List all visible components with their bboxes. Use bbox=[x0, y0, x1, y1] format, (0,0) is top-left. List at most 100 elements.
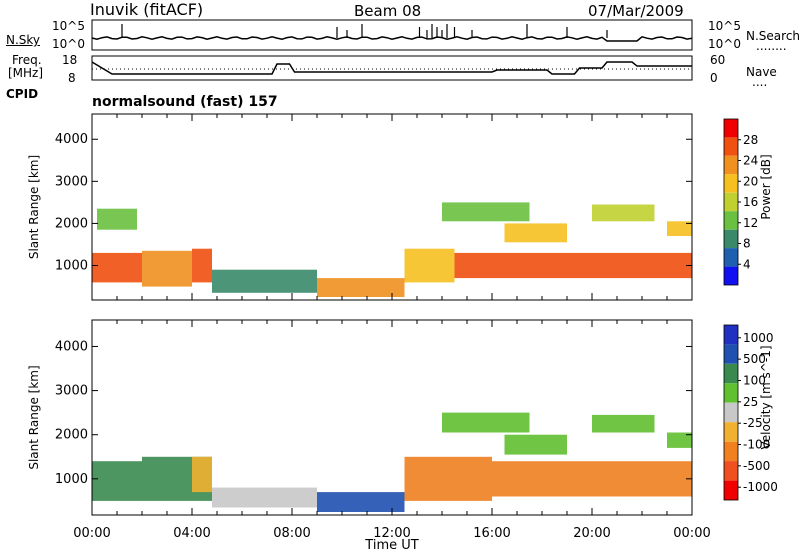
xtick-label: 08:00 bbox=[273, 526, 310, 541]
power-ytick-label: 4000 bbox=[55, 132, 88, 147]
x-axis-label: Time UT bbox=[364, 538, 418, 553]
velocity-ytick-label: 4000 bbox=[55, 339, 88, 354]
power-band bbox=[604, 252, 692, 279]
velocity-colorbar-segment bbox=[724, 363, 738, 384]
cpid-label: CPID bbox=[6, 87, 39, 101]
freq-tick-top-left: 18 bbox=[62, 53, 78, 67]
nave-tick-top-right: 60 bbox=[710, 53, 726, 67]
velocity-heatmap bbox=[92, 412, 692, 512]
power-band bbox=[504, 223, 567, 243]
power-colorbar-segment bbox=[724, 137, 738, 156]
power-band bbox=[317, 278, 405, 297]
velocity-colorbar-tick-label: 100 bbox=[743, 373, 766, 387]
xtick-label: 12:00 bbox=[373, 526, 410, 541]
velocity-colorbar-segment bbox=[724, 422, 738, 442]
power-ytick-label: 2000 bbox=[55, 216, 88, 231]
velocity-colorbar-segment bbox=[724, 480, 738, 500]
noise-tick-bottom-right: 10^0 bbox=[708, 37, 741, 51]
velocity-colorbar-tick-label: -25 bbox=[743, 416, 763, 430]
nave-label: Nave bbox=[746, 65, 777, 79]
power-colorbar-tick-label: 20 bbox=[743, 174, 758, 188]
noise-left-label: N.Sky bbox=[6, 33, 41, 47]
velocity-colorbar-segment bbox=[724, 383, 738, 403]
velocity-band bbox=[404, 456, 492, 501]
beam-label: Beam 08 bbox=[354, 2, 422, 20]
power-colorbar-segment bbox=[724, 155, 738, 175]
power-heatmap bbox=[92, 202, 692, 297]
velocity-band bbox=[667, 432, 692, 448]
power-band bbox=[404, 248, 455, 283]
power-colorbar-label: Power [dB] bbox=[759, 154, 773, 219]
velocity-band bbox=[442, 412, 530, 433]
power-colorbar-segment bbox=[724, 119, 738, 138]
nave-legend: .... bbox=[752, 75, 768, 89]
velocity-ytick-label: 3000 bbox=[55, 384, 88, 399]
date-label: 07/Mar/2009 bbox=[588, 2, 684, 20]
velocity-ytick-label: 1000 bbox=[55, 472, 88, 487]
power-colorbar-tick-label: 8 bbox=[743, 237, 751, 251]
power-colorbar-tick-label: 4 bbox=[743, 257, 751, 271]
velocity-colorbar-label: Velocity [m s^-1] bbox=[759, 345, 773, 449]
xtick-label: 16:00 bbox=[473, 526, 510, 541]
velocity-colorbar-tick-label: -100 bbox=[743, 438, 770, 452]
noise-sky-line bbox=[91, 35, 693, 42]
noise-right-legend: ........ bbox=[756, 39, 787, 53]
velocity-band bbox=[192, 456, 212, 493]
velocity-colorbar-tick-label: -500 bbox=[743, 459, 770, 473]
velocity-ylabel: Slant Range [km] bbox=[27, 365, 41, 469]
freq-tick-bottom-left: 8 bbox=[68, 71, 76, 85]
velocity-colorbar-segment bbox=[724, 325, 738, 345]
velocity-band bbox=[592, 414, 655, 433]
power-band bbox=[97, 208, 137, 230]
cpid-value: normalsound (fast) 157 bbox=[92, 94, 278, 110]
velocity-colorbar-tick-label: 25 bbox=[743, 395, 758, 409]
freq-label-line2: [MHz] bbox=[8, 66, 44, 80]
velocity-colorbar-segment bbox=[724, 441, 738, 462]
velocity-colorbar-segment bbox=[724, 344, 738, 364]
power-ylabel: Slant Range [km] bbox=[27, 155, 41, 259]
velocity-colorbar-segment bbox=[724, 402, 738, 423]
noise-tick-bottom-left: 10^0 bbox=[52, 37, 85, 51]
velocity-colorbar-tick-label: 500 bbox=[743, 352, 766, 366]
velocity-colorbar-segment bbox=[724, 461, 738, 481]
power-ytick-label: 1000 bbox=[55, 258, 88, 273]
freq-label-line1: Freq. bbox=[12, 53, 42, 67]
power-colorbar-tick-label: 28 bbox=[743, 133, 758, 147]
velocity-band bbox=[317, 492, 405, 512]
power-colorbar-segment bbox=[724, 248, 738, 267]
velocity-band bbox=[212, 487, 317, 508]
power-band bbox=[212, 269, 317, 293]
velocity-colorbar-tick-label: 1000 bbox=[743, 331, 774, 345]
power-band bbox=[442, 202, 530, 222]
velocity-ytick-label: 2000 bbox=[55, 428, 88, 443]
power-colorbar-segment bbox=[724, 211, 738, 230]
power-band bbox=[142, 250, 192, 287]
power-colorbar-segment bbox=[724, 229, 738, 249]
power-band bbox=[592, 204, 655, 222]
noise-right-label: N.Search bbox=[746, 29, 800, 43]
velocity-band bbox=[92, 461, 142, 501]
power-colorbar-segment bbox=[724, 192, 738, 212]
power-colorbar-tick-label: 16 bbox=[743, 195, 758, 209]
power-colorbar-segment bbox=[724, 174, 738, 193]
power-colorbar-tick-label: 24 bbox=[743, 154, 758, 168]
xtick-label: 00:00 bbox=[673, 526, 710, 541]
velocity-colorbar-frame bbox=[723, 324, 739, 501]
noise-panel-frame bbox=[91, 19, 693, 51]
xtick-label: 00:00 bbox=[73, 526, 110, 541]
velocity-band bbox=[492, 461, 692, 497]
power-band bbox=[92, 252, 142, 283]
noise-tick-top-right: 10^5 bbox=[708, 19, 741, 33]
xtick-label: 04:00 bbox=[173, 526, 210, 541]
nave-tick-bottom-right: 0 bbox=[710, 71, 718, 85]
power-band bbox=[454, 252, 605, 279]
noise-tick-top-left: 10^5 bbox=[52, 19, 85, 33]
velocity-colorbar-tick-label: -1000 bbox=[743, 480, 778, 494]
power-ytick-label: 3000 bbox=[55, 174, 88, 189]
station-title: Inuvik (fitACF) bbox=[90, 0, 204, 19]
freq-panel-frame bbox=[91, 55, 693, 81]
velocity-band bbox=[504, 434, 567, 455]
xtick-label: 20:00 bbox=[573, 526, 610, 541]
freq-line bbox=[91, 61, 692, 75]
